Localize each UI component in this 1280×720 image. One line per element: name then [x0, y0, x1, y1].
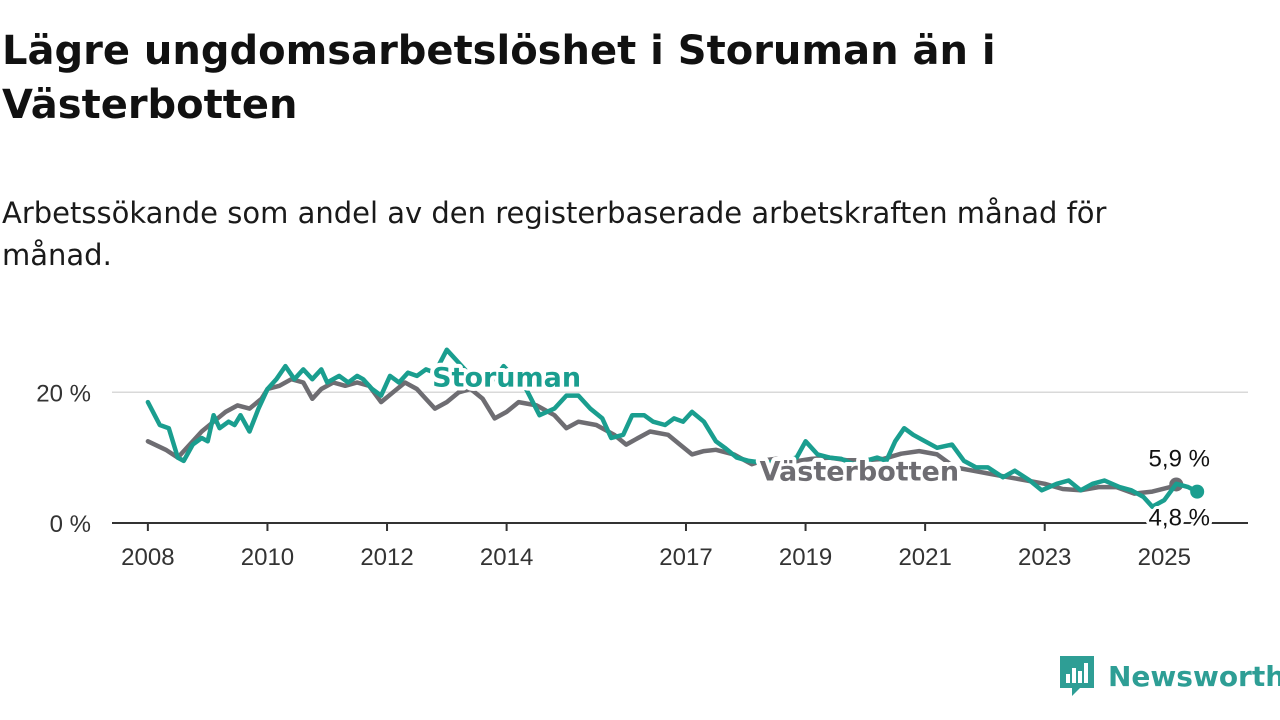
label-layer: 0 % 20 % Västerbotten Storuman 5,9 % 4,8 % [36, 358, 1213, 538]
series-label-västerbotten: Västerbotten [760, 457, 959, 488]
newsworthy-logo-icon [1060, 656, 1094, 696]
series-layer [145, 347, 1205, 509]
x-tick-label: 2012 [360, 544, 413, 571]
x-tick-label: 2019 [779, 544, 832, 571]
x-tick-label: 2023 [1018, 544, 1071, 571]
brand-logo: Newsworthy [1060, 654, 1280, 698]
chart-title: Lägre ungdomsarbetslöshet i Storuman än … [2, 28, 996, 128]
y-tick-label: 0 % [50, 511, 91, 538]
chart-subtitle: Arbetssökande som andel av den registerb… [2, 196, 1107, 272]
x-axis: 2008 2010 2012 2014 2017 2019 2021 2023 2025 [112, 522, 1248, 571]
x-tick-label: 2025 [1138, 544, 1191, 571]
x-tick-label: 2008 [121, 544, 174, 571]
end-value-label-västerbotten: 5,9 % [1149, 445, 1210, 472]
end-point-storuman [1190, 484, 1205, 499]
y-tick-label: 20 % [36, 380, 91, 407]
line-chart: 2008 2010 2012 2014 2017 2019 2021 2023 2025 0 %… [36, 347, 1248, 571]
series-label-storuman: Storuman [432, 362, 581, 393]
x-tick-label: 2010 [241, 544, 294, 571]
series-line-storuman [145, 347, 1200, 509]
x-tick-label: 2014 [480, 544, 533, 571]
x-tick-label: 2021 [898, 544, 951, 571]
end-value-label-storuman: 4,8 % [1149, 505, 1210, 532]
brand-name: Newsworthy [1108, 659, 1280, 693]
x-tick-label: 2017 [659, 544, 712, 571]
